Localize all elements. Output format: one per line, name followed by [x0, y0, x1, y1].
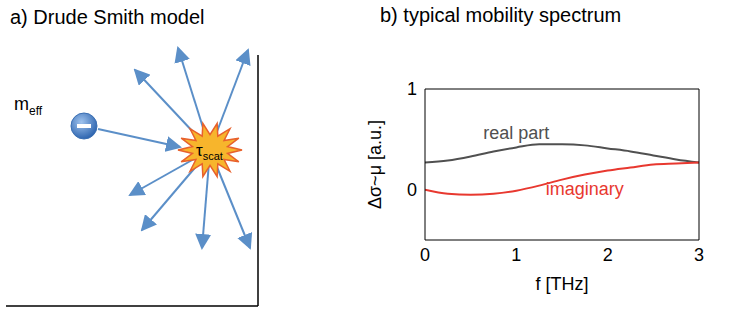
- svg-text:a) Drude Smith model: a) Drude Smith model: [10, 6, 205, 28]
- svg-text:Δσ~μ [a.u.]: Δσ~μ [a.u.]: [365, 120, 385, 209]
- svg-text:1: 1: [407, 79, 417, 99]
- html-text:b) typical mobility spectrum: b) typical mobility spectrum: [380, 4, 622, 26]
- svg-text:0: 0: [407, 180, 417, 200]
- svg-text:real part: real part: [483, 123, 549, 143]
- svg-text:f [THz]: f [THz]: [536, 274, 589, 294]
- svg-text:0: 0: [420, 245, 430, 265]
- svg-text:meff: meff: [14, 94, 43, 118]
- svg-text:3: 3: [694, 245, 704, 265]
- svg-text:τscat: τscat: [196, 141, 223, 162]
- svg-text:1: 1: [511, 245, 521, 265]
- svg-text:imaginary: imaginary: [546, 179, 624, 199]
- svg-text:2: 2: [603, 245, 613, 265]
